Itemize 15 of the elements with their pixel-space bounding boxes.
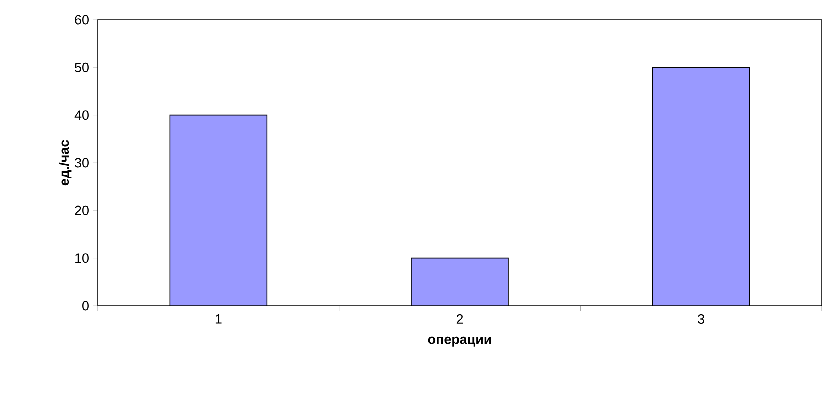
bar [652,67,750,306]
x-tick-label: 2 [456,314,464,324]
y-tick-label: 50 [75,62,89,72]
bar [170,114,268,306]
y-tick-label: 40 [74,110,89,120]
y-tick-label: 20 [75,206,89,216]
bar [411,258,509,306]
x-tick-label: 3 [698,314,704,324]
x-axis-title: операции [428,336,492,347]
y-axis-title: ед./час [59,140,72,186]
x-tick-label: 1 [216,314,222,324]
y-tick-label: 60 [75,15,89,25]
y-tick-label: 10 [76,254,89,264]
y-tick-label: 30 [75,158,89,168]
y-tick-label: 0 [82,301,89,311]
